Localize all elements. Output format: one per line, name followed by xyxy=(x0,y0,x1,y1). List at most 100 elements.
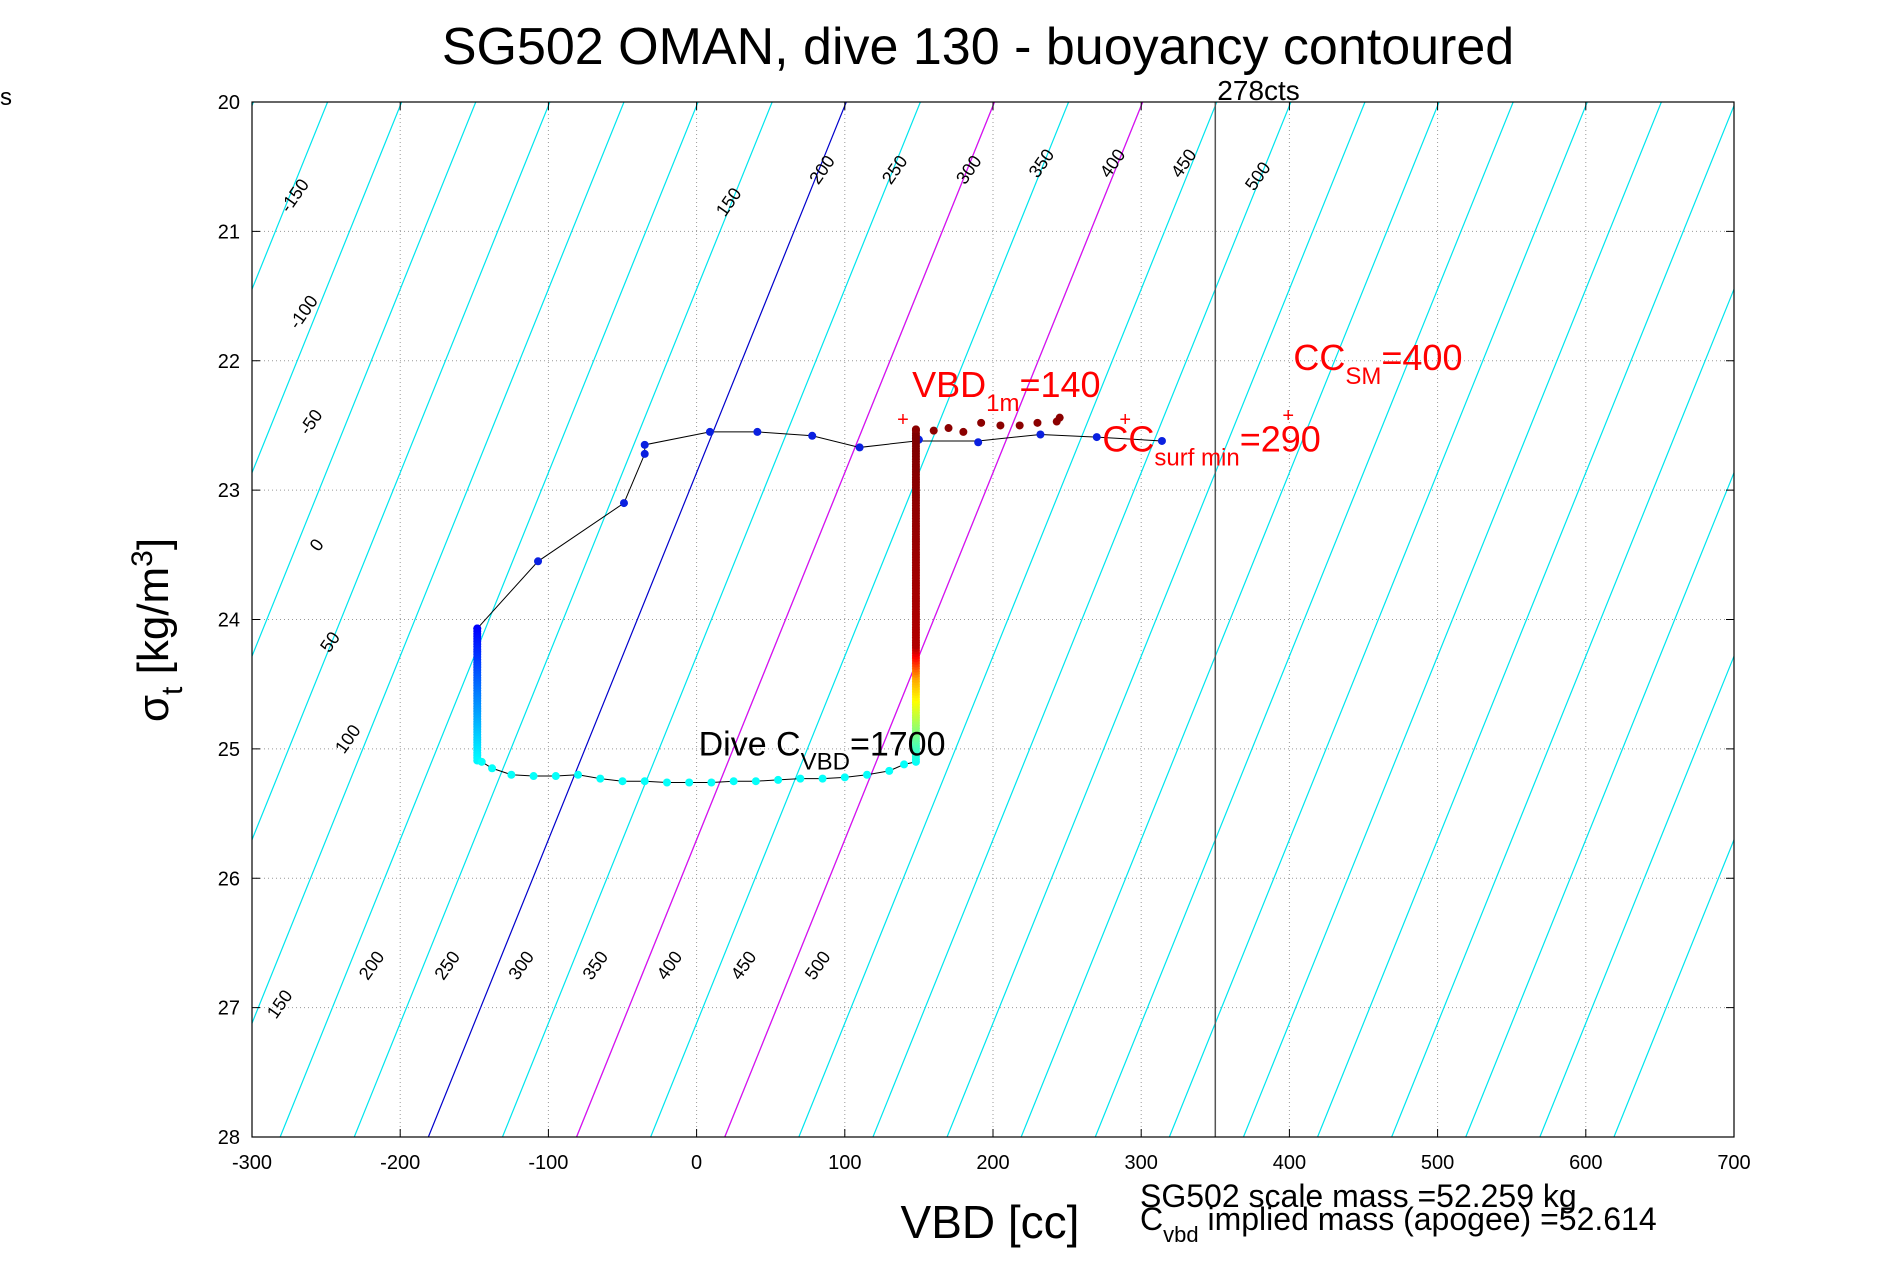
bottom-point xyxy=(885,766,894,775)
reference-line-label: 278cts xyxy=(1217,75,1300,106)
ascent-path-line xyxy=(476,431,1162,629)
dive-cvbd-base: Dive C xyxy=(699,725,801,763)
contour-label: 400 xyxy=(1096,145,1130,181)
ccsm-annotation: CCSM=400 xyxy=(1293,337,1462,390)
contour-line-250 xyxy=(798,102,1218,1137)
y-tick-label: 27 xyxy=(218,998,240,1020)
bottom-point xyxy=(729,777,738,786)
ascent-point xyxy=(640,449,649,458)
bottom-point xyxy=(796,774,805,783)
ascent-point xyxy=(974,438,983,447)
bottom-point xyxy=(707,778,716,787)
dive-points xyxy=(473,413,1166,787)
bottom-point xyxy=(477,757,486,766)
contour-label: 0 xyxy=(306,535,328,555)
ascent-point xyxy=(855,443,864,452)
contour-line-750 xyxy=(1539,654,1734,1137)
contour-line-150 xyxy=(650,102,1070,1137)
bottom-point xyxy=(751,777,760,786)
contour-label: 500 xyxy=(1241,158,1275,194)
contour-line-700 xyxy=(1465,471,1734,1137)
bottom-point xyxy=(488,764,497,773)
contour-label: 450 xyxy=(727,947,761,983)
bottom-point xyxy=(507,770,516,779)
x-tick-label: -300 xyxy=(232,1152,272,1174)
ccsurf-marker: + xyxy=(1119,409,1131,431)
bottom-point xyxy=(596,774,605,783)
contour-line-350 xyxy=(946,102,1366,1137)
bottom-point xyxy=(574,770,583,779)
y-axis-label: σt [kg/m3] xyxy=(126,538,189,722)
surface-point xyxy=(1015,421,1024,430)
contour-label: 150 xyxy=(263,986,297,1022)
ccsurf-annotation-value: =290 xyxy=(1240,418,1321,459)
bottom-point xyxy=(551,772,560,781)
ascent-point xyxy=(1036,430,1045,439)
ccsm-annotation-sub: SM xyxy=(1345,363,1381,390)
vertical-reference-line: 278cts xyxy=(1214,75,1300,1137)
contour-label: -150 xyxy=(276,175,313,216)
surface-point xyxy=(977,418,986,427)
x-tick-label: 0 xyxy=(691,1152,702,1174)
y-tick-label: 23 xyxy=(218,480,240,502)
ascent-point xyxy=(753,427,762,436)
ccsurf-annotation: CCsurf min=290 xyxy=(1102,418,1320,471)
buoyancy-contours xyxy=(252,102,1734,1137)
contour-line-200 xyxy=(724,102,1144,1137)
ascent-point xyxy=(534,557,543,566)
contour-line--100 xyxy=(279,102,699,1137)
contour-line--150 xyxy=(252,102,625,1025)
contour-line-600 xyxy=(1317,104,1734,1137)
y-axis-label-sup: 3 xyxy=(126,550,159,567)
y-tick-label: 28 xyxy=(218,1127,240,1149)
contour-line-50 xyxy=(501,102,921,1137)
surface-point xyxy=(1033,418,1042,427)
contour-line-550 xyxy=(1242,102,1662,1137)
ccsurf-annotation-base: CC xyxy=(1102,418,1154,459)
x-tick-label: -200 xyxy=(380,1152,420,1174)
contour-label: 50 xyxy=(316,628,344,656)
y-tick-labels: 20 21 22 23 24 25 26 27 28 xyxy=(218,92,1734,1149)
y-axis-label-unit: [kg/m xyxy=(129,567,178,687)
y-tick-label: 22 xyxy=(218,351,240,373)
contour-label: 200 xyxy=(805,152,839,188)
footer-implied-mass: Cvbd implied mass (apogee) =52.614 xyxy=(1140,1201,1657,1247)
contour-line-800 xyxy=(1613,838,1734,1137)
ascent-point xyxy=(619,499,628,508)
vbd1m-marker: + xyxy=(897,409,909,431)
contour-line-100 xyxy=(576,102,996,1137)
bottom-point xyxy=(900,760,909,769)
contour-label: 300 xyxy=(504,947,538,983)
contour-label: 150 xyxy=(712,184,746,220)
contour-label: 450 xyxy=(1167,145,1201,181)
y-axis-label-sub: t xyxy=(156,686,189,695)
contour-line--200 xyxy=(252,102,551,842)
dive-path xyxy=(476,429,1162,784)
contour-label: 500 xyxy=(801,947,835,983)
x-tick-label: 100 xyxy=(828,1152,861,1174)
x-tick-label: 200 xyxy=(976,1152,1009,1174)
svg-text:σt [kg/m3]: σt [kg/m3] xyxy=(126,538,189,722)
contour-line-400 xyxy=(1020,102,1440,1137)
contour-label: 200 xyxy=(355,947,389,983)
contour-label: 350 xyxy=(1025,145,1059,181)
dive-cvbd-sub: VBD xyxy=(801,748,850,775)
contour-line--400 xyxy=(252,102,255,108)
vbd1m-annotation-sub: 1m xyxy=(986,390,1019,417)
y-axis-label-close: ] xyxy=(129,538,178,550)
vbd1m-annotation-base: VBD xyxy=(912,364,986,405)
bottom-point xyxy=(818,774,827,783)
contour-line--250 xyxy=(252,102,477,658)
contour-line--50 xyxy=(353,102,773,1137)
x-tick-label: 300 xyxy=(1125,1152,1158,1174)
dive-cvbd-value: =1700 xyxy=(850,725,946,763)
surface-point xyxy=(929,426,938,435)
ccsurf-annotation-sub: surf min xyxy=(1154,444,1239,471)
ascent-point xyxy=(1092,433,1101,442)
dive-cvbd-annotation: Dive CVBD=1700 xyxy=(699,725,946,775)
footer-implied-base: C xyxy=(1140,1201,1163,1237)
ascent-point xyxy=(808,431,817,440)
